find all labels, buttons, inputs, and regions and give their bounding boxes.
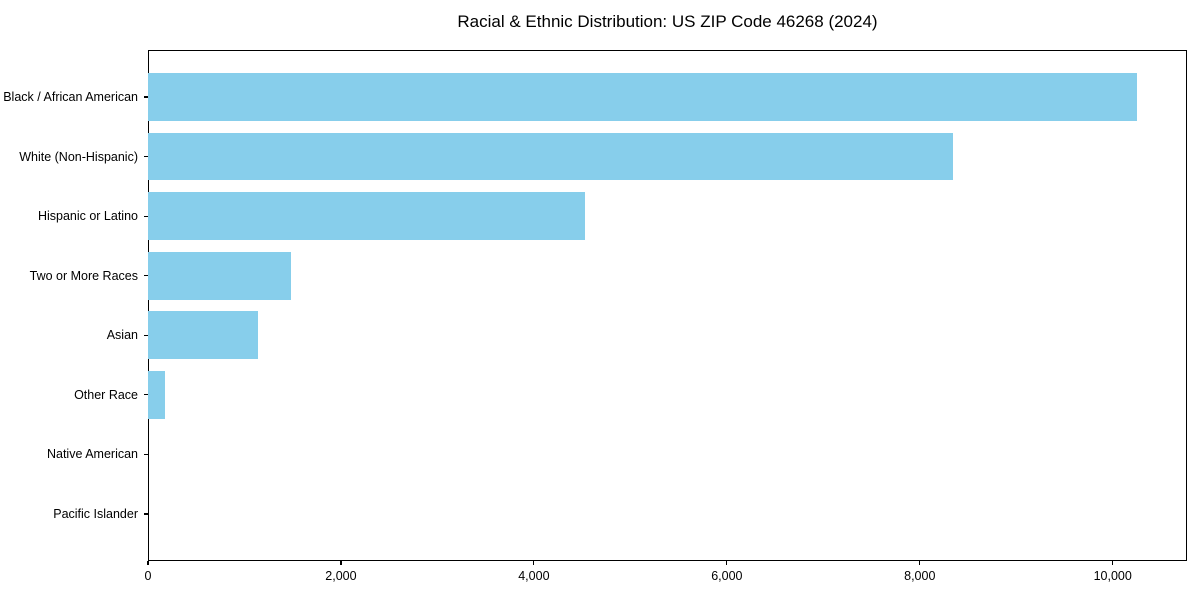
x-tick-mark [1112,561,1114,565]
bar-black-african-american [148,73,1137,121]
plot-area [148,50,1187,561]
x-tick-label-10000: 10,000 [1093,569,1132,583]
y-tick-mark [144,513,148,515]
y-tick-label-asian: Asian [106,328,138,343]
y-tick-label-white-non-hispanic: White (Non-Hispanic) [19,149,138,164]
x-tick-label-4000: 4,000 [518,569,550,583]
chart-title: Racial & Ethnic Distribution: US ZIP Cod… [457,12,878,31]
x-tick-mark [726,561,728,565]
y-tick-label-black-african-american: Black / African American [3,90,138,105]
y-tick-label-pacific-islander: Pacific Islander [53,506,138,521]
y-tick-mark [144,156,148,158]
bar-two-or-more-races [148,251,291,300]
bar-white-non-hispanic [148,132,953,181]
x-tick-mark [919,561,921,565]
x-tick-label-0: 0 [144,569,152,583]
x-tick-label-2000: 2,000 [325,569,357,583]
x-tick-mark [147,561,149,565]
x-tick-label-6000: 6,000 [711,569,743,583]
y-tick-mark [144,334,148,336]
y-tick-mark [144,453,148,455]
y-tick-mark [144,275,148,277]
y-tick-label-native-american: Native American [46,447,138,462]
bar-asian [148,311,258,360]
y-tick-mark [144,394,148,396]
y-tick-mark [144,215,148,217]
y-tick-label-two-or-more-races: Two or More Races [29,268,138,283]
x-tick-label-8000: 8,000 [904,569,936,583]
x-tick-mark [340,561,342,565]
x-tick-mark [533,561,535,565]
bar-hispanic-or-latino [148,192,586,240]
bar-other-race [148,371,165,419]
y-tick-label-hispanic-or-latino: Hispanic or Latino [37,209,138,224]
y-tick-mark [144,96,148,98]
y-tick-label-other-race: Other Race [74,387,138,402]
